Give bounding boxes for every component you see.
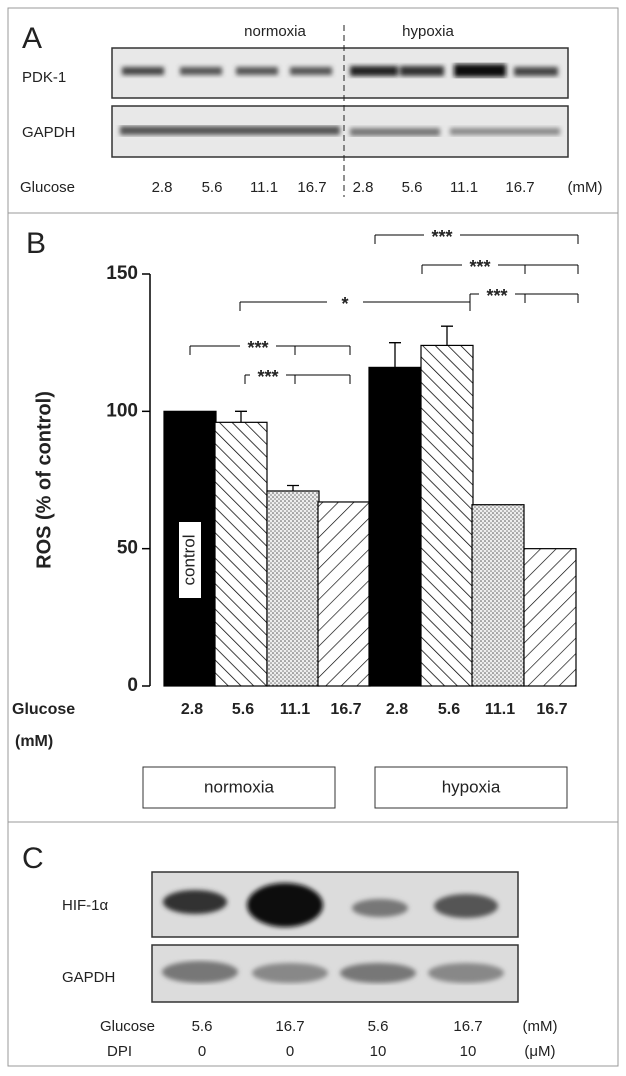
y-tick-label: 150 [106,263,138,284]
error-bar [287,485,299,490]
bar [472,505,524,686]
x-tick-label: 2.8 [386,701,408,718]
bar [215,422,267,686]
x-tick-label: 16.7 [536,701,567,718]
blot-label: GAPDH [62,969,115,986]
row-label: Glucose [100,1018,155,1035]
condition-label: hypoxia [402,23,454,40]
lane-label: 16.7 [505,179,534,196]
bar [267,491,319,686]
row-value: 0 [286,1043,294,1060]
group-label: normoxia [204,777,274,796]
error-bar [389,343,401,368]
x-tick-label: 5.6 [232,701,254,718]
error-bar [235,411,247,422]
bar [421,345,473,686]
row-value: 10 [460,1043,477,1060]
figure: A normoxia hypoxia PDK-1 GAPDH Glucose (… [0,0,626,1076]
x-tick-label: 11.1 [485,701,515,718]
significance-label: *** [247,338,268,358]
y-axis-label: ROS (% of control) [33,391,55,569]
row-value: 5.6 [192,1018,213,1035]
unit-label: (μM) [524,1043,555,1060]
condition-label: normoxia [244,23,306,40]
row-value: 16.7 [453,1018,482,1035]
lane-label: 11.1 [250,179,278,196]
blot-label: GAPDH [22,124,75,141]
row-value: 5.6 [368,1018,389,1035]
row-value: 10 [370,1043,387,1060]
significance-label: *** [431,227,452,247]
row-label: DPI [107,1043,132,1060]
lane-label: 5.6 [402,179,423,196]
unit-label: (mM) [568,179,603,196]
lane-label: 2.8 [152,179,173,196]
panel-letter: C [22,842,44,875]
y-tick-label: 100 [106,400,138,421]
panel-letter: A [22,22,42,55]
bar [318,502,370,686]
lane-label: 5.6 [202,179,223,196]
x-tick-label: 11.1 [280,701,310,718]
y-tick-label: 0 [127,675,138,696]
row-value: 0 [198,1043,206,1060]
significance-label: *** [257,367,278,387]
significance-label: *** [469,257,490,277]
significance-label: *** [486,286,507,306]
group-label: hypoxia [442,777,501,796]
error-bar [441,326,453,345]
blot-label: PDK-1 [22,69,66,86]
x-axis-label: Glucose [12,701,75,718]
x-tick-label: 5.6 [438,701,460,718]
x-axis-unit: (mM) [15,733,53,750]
bar [524,549,576,686]
significance-bracket [375,235,578,244]
bar [369,367,421,686]
y-tick-label: 50 [117,538,138,559]
lane-label: 2.8 [353,179,374,196]
blot-label: HIF-1α [62,897,109,914]
panel-letter: B [26,227,46,260]
significance-label: * [341,294,348,314]
row-label: Glucose [20,179,75,196]
significance-bracket [422,265,578,274]
unit-label: (mM) [523,1018,558,1035]
x-tick-label: 16.7 [330,701,361,718]
row-value: 16.7 [275,1018,304,1035]
x-tick-label: 2.8 [181,701,203,718]
lane-label: 11.1 [450,179,478,196]
lane-label: 16.7 [297,179,326,196]
bar-label: control [179,534,198,585]
